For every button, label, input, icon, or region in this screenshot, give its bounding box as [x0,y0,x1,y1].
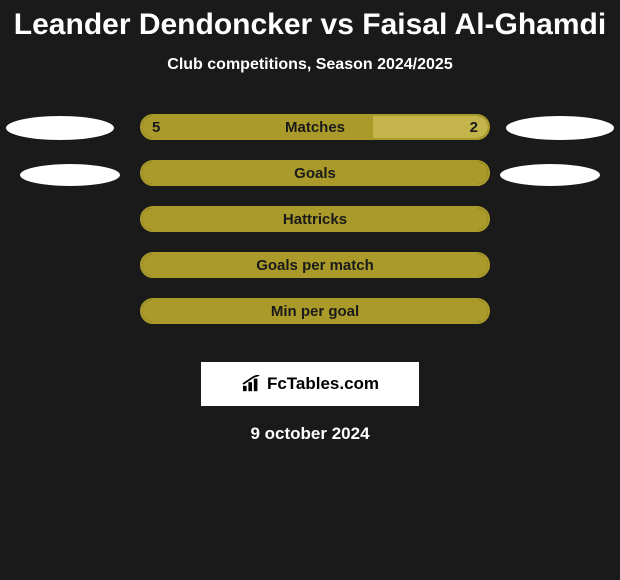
stat-label: Matches [142,116,488,138]
page-title: Leander Dendoncker vs Faisal Al-Ghamdi [0,0,620,42]
comparison-row: Goals per match [0,252,620,298]
player-right-ellipse [506,116,614,140]
stat-bar: Min per goal [140,298,490,324]
stat-bar: 52Matches [140,114,490,140]
comparison-row: Goals [0,160,620,206]
comparison-rows: 52Matches Goals Hattricks Goals per match Mi… [0,114,620,344]
stat-label: Min per goal [142,300,488,322]
player-right-ellipse [500,164,600,186]
comparison-row: 52Matches [0,114,620,160]
date-text: 9 october 2024 [0,424,620,444]
stat-label: Hattricks [142,208,488,230]
logo-box: FcTables.com [201,362,419,406]
page-subtitle: Club competitions, Season 2024/2025 [0,56,620,74]
player-left-ellipse [6,116,114,140]
stat-bar: Goals per match [140,252,490,278]
stat-label: Goals [142,162,488,184]
stat-bar: Goals [140,160,490,186]
player-left-ellipse [20,164,120,186]
stat-bar: Hattricks [140,206,490,232]
logo-text: FcTables.com [267,374,379,394]
stat-label: Goals per match [142,254,488,276]
chart-icon [241,375,263,393]
comparison-row: Hattricks [0,206,620,252]
comparison-row: Min per goal [0,298,620,344]
